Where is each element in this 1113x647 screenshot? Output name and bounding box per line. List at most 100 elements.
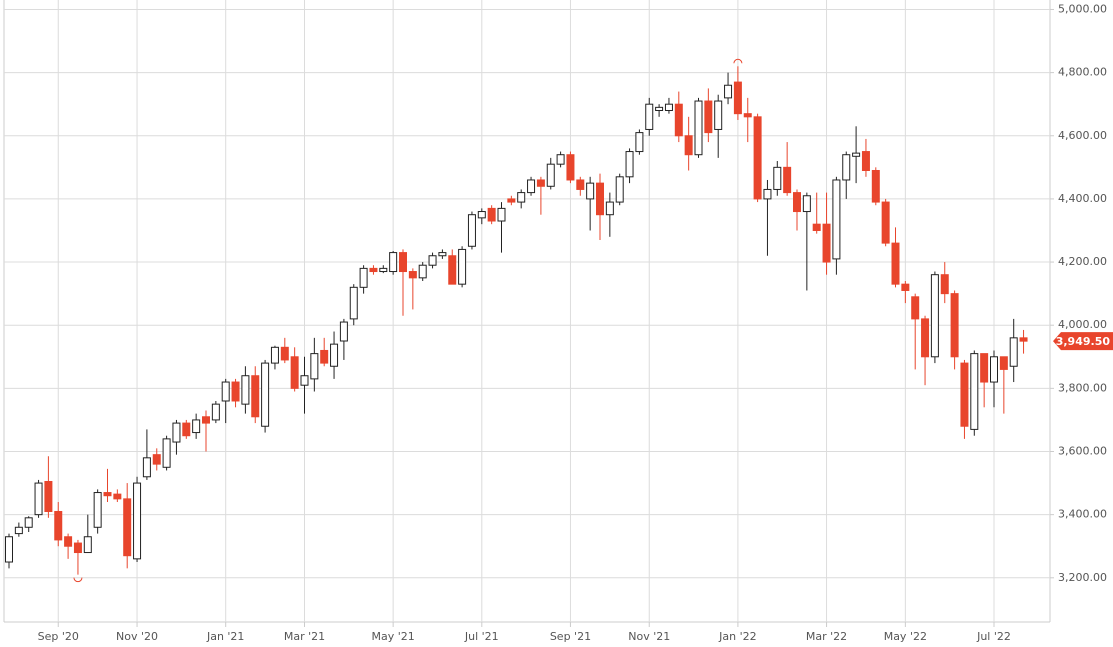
- candle-body: [123, 498, 132, 557]
- candle-body: [901, 283, 910, 291]
- candle-body: [566, 154, 575, 181]
- candle-body: [103, 492, 112, 497]
- candle-body: [1009, 337, 1018, 367]
- candle-body: [802, 195, 811, 213]
- candle-body: [517, 192, 526, 203]
- candle-body: [438, 252, 447, 257]
- candle-body: [359, 267, 368, 288]
- candle-body: [270, 346, 279, 364]
- x-tick-label: Jan '22: [718, 630, 756, 643]
- candle-body: [960, 362, 969, 427]
- x-tick-label: Mar '21: [284, 630, 325, 643]
- candle-body: [133, 482, 142, 560]
- candle-body: [536, 179, 545, 187]
- candle-body: [1019, 337, 1028, 342]
- candle-body: [980, 353, 989, 383]
- candle-body: [714, 100, 723, 130]
- y-tick-label: 5,000.00: [1058, 2, 1107, 15]
- candle-body: [586, 182, 595, 200]
- candle-body: [458, 248, 467, 285]
- candle-body: [251, 375, 260, 418]
- y-tick-label: 3,200.00: [1058, 571, 1107, 584]
- candle-body: [664, 103, 673, 112]
- candle-body: [152, 454, 161, 465]
- x-tick-label: Nov '20: [116, 630, 158, 643]
- candle-body: [694, 100, 703, 156]
- candle-body: [743, 113, 752, 118]
- candle-body: [999, 356, 1008, 370]
- candle-body: [418, 264, 427, 279]
- candle-body: [527, 179, 536, 194]
- x-tick-label: Sep '21: [550, 630, 591, 643]
- candle-body: [467, 214, 476, 247]
- y-tick-label: 4,600.00: [1058, 129, 1107, 142]
- x-tick-label: May '22: [884, 630, 927, 643]
- candle-body: [408, 271, 417, 279]
- candle-body: [192, 419, 201, 434]
- candle-body: [221, 381, 230, 402]
- y-tick-label: 4,000.00: [1058, 318, 1107, 331]
- candle-body: [241, 375, 250, 405]
- candle-body: [921, 318, 930, 358]
- x-tick-label: Sep '20: [38, 630, 79, 643]
- candle-body: [182, 422, 191, 437]
- candle-body: [477, 211, 486, 219]
- candle-body: [44, 480, 53, 512]
- last-price-label: 3,949.50: [1056, 335, 1111, 348]
- candle-body: [773, 166, 782, 190]
- x-tick-label: Mar '22: [806, 630, 847, 643]
- y-tick-label: 4,200.00: [1058, 255, 1107, 268]
- candle-body: [280, 346, 289, 361]
- candle-body: [753, 116, 762, 200]
- y-tick-label: 3,800.00: [1058, 381, 1107, 394]
- candle-body: [339, 321, 348, 342]
- candle-body: [861, 151, 870, 171]
- candle-body: [950, 293, 959, 358]
- candle-body: [724, 84, 733, 99]
- y-tick-label: 3,400.00: [1058, 508, 1107, 521]
- candle-body: [83, 536, 92, 554]
- candle-body: [871, 169, 880, 203]
- candle-body: [891, 242, 900, 285]
- candle-body: [330, 343, 339, 367]
- candle-body: [369, 267, 378, 273]
- candle-body: [5, 536, 13, 563]
- candle-body: [763, 188, 772, 200]
- high-marker: [733, 58, 743, 64]
- x-tick-label: May '21: [372, 630, 415, 643]
- low-marker: [73, 577, 83, 583]
- candle-body: [507, 198, 516, 203]
- candle-body: [172, 422, 181, 443]
- candle-body: [852, 152, 861, 157]
- candle-body: [448, 255, 457, 285]
- candle-body: [202, 416, 210, 424]
- candle-body: [290, 356, 299, 389]
- candle-body: [379, 267, 388, 273]
- candle-body: [261, 362, 270, 427]
- candle-body: [881, 201, 890, 244]
- candle-body: [940, 274, 949, 295]
- x-tick-label: Jan '21: [206, 630, 244, 643]
- candle-body: [73, 542, 82, 554]
- x-tick-label: Nov '21: [628, 630, 670, 643]
- candle-body: [487, 207, 496, 222]
- candle-body: [674, 103, 683, 137]
- candle-body: [556, 154, 565, 165]
- candle-body: [635, 132, 644, 153]
- candle-body: [733, 81, 742, 115]
- candle-body: [812, 223, 821, 231]
- candle-body: [684, 135, 693, 156]
- candle-body: [832, 179, 841, 260]
- candle-body: [399, 252, 407, 273]
- candle-body: [24, 517, 33, 528]
- candle-body: [911, 296, 920, 320]
- candle-body: [310, 353, 319, 380]
- candle-body: [822, 223, 831, 263]
- y-tick-label: 4,800.00: [1058, 66, 1107, 79]
- candle-body: [704, 100, 713, 134]
- x-tick-label: Jul '22: [976, 630, 1011, 643]
- candle-body: [300, 375, 309, 386]
- candle-body: [162, 438, 171, 468]
